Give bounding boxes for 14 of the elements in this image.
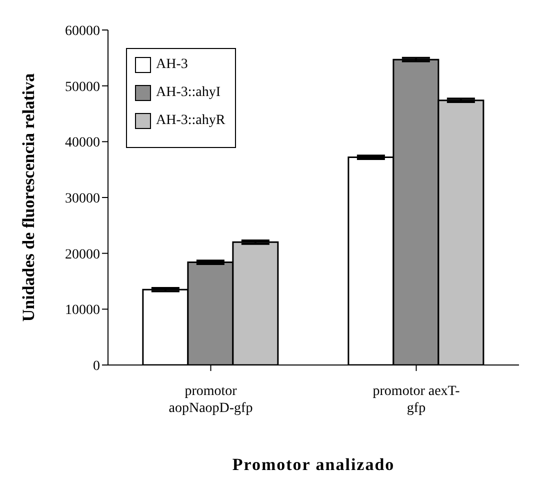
y-tick-label: 30000 xyxy=(65,191,100,206)
y-tick-label: 60000 xyxy=(65,24,100,39)
y-axis-title: Unidades de fluorescencia relativa xyxy=(19,72,38,322)
x-axis-title: Promotor analizado xyxy=(232,455,395,474)
y-tick-label: 40000 xyxy=(65,136,100,151)
y-tick-label: 20000 xyxy=(65,247,100,262)
y-tick-label: 50000 xyxy=(65,80,100,95)
legend-label: AH-3 xyxy=(156,57,188,73)
y-tick-label: 10000 xyxy=(65,303,100,318)
legend-label: AH-3::ahyR xyxy=(156,113,226,129)
x-tick-label: promotor aexT-gfp xyxy=(372,384,460,416)
legend-label: AH-3::ahyI xyxy=(156,85,221,101)
y-tick-label: 0 xyxy=(93,358,100,374)
x-tick-label: promotor aopNaopD-gfp xyxy=(168,384,253,416)
